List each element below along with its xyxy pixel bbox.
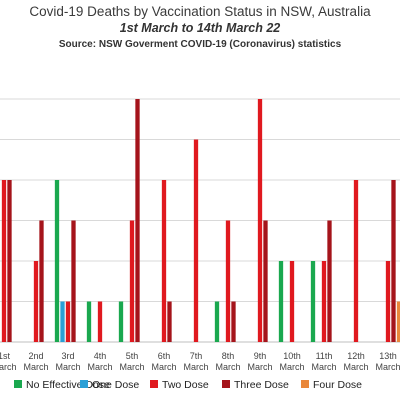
chart-source: Source: NSW Goverment COVID-19 (Coronavi… bbox=[58, 39, 342, 50]
bar-three-dose-2 bbox=[39, 220, 44, 342]
x-tick-label: March bbox=[375, 362, 400, 372]
x-tick-label: 6th bbox=[158, 351, 171, 361]
x-tick-label: 2nd bbox=[28, 351, 43, 361]
x-tick-label: 3rd bbox=[61, 351, 74, 361]
x-tick-label: March bbox=[279, 362, 304, 372]
x-tick-label: March bbox=[55, 362, 80, 372]
bar-two-dose-10 bbox=[289, 261, 295, 342]
chart-subtitle: 1st March to 14th March 22 bbox=[119, 21, 281, 35]
x-tick-label: 10th bbox=[283, 351, 301, 361]
x-tick-label: March bbox=[0, 362, 17, 372]
bar-two-dose-1 bbox=[1, 180, 7, 342]
bar-no-effective-dose-11 bbox=[310, 261, 316, 342]
legend-item-no-effective-dose: No Effective Dose bbox=[14, 379, 110, 391]
bar-no-effective-dose-4 bbox=[86, 301, 92, 342]
x-tick-label: 5th bbox=[126, 351, 139, 361]
bar-two-dose-6 bbox=[161, 180, 167, 342]
legend-swatch bbox=[80, 380, 88, 388]
legend-swatch bbox=[14, 380, 22, 388]
legend-label: One Dose bbox=[92, 379, 140, 391]
x-tick-label: March bbox=[87, 362, 112, 372]
bar-no-effective-dose-8 bbox=[214, 301, 220, 342]
chart-legend: No Effective Dose One Dose Two Dose Three D… bbox=[0, 379, 400, 393]
chart-title: Covid-19 Deaths by Vaccination Status in… bbox=[29, 4, 371, 19]
x-tick-label: March bbox=[183, 362, 208, 372]
x-tick-label: March bbox=[215, 362, 240, 372]
bar-no-effective-dose-5 bbox=[118, 301, 124, 342]
legend-item-four-dose: Four Dose bbox=[301, 379, 362, 391]
x-tick-label: March bbox=[343, 362, 368, 372]
legend-swatch bbox=[301, 380, 309, 388]
bar-two-dose-11 bbox=[321, 261, 327, 342]
x-tick-label: 13th bbox=[379, 351, 397, 361]
bar-three-dose-6 bbox=[167, 301, 172, 342]
bar-two-dose-7 bbox=[193, 139, 199, 342]
x-tick-label: 9th bbox=[254, 351, 267, 361]
bar-three-dose-5 bbox=[135, 99, 140, 342]
x-tick-label: 4th bbox=[94, 351, 107, 361]
legend-item-two-dose: Two Dose bbox=[150, 379, 209, 391]
bar-two-dose-2 bbox=[33, 261, 39, 342]
x-tick-label: 8th bbox=[222, 351, 235, 361]
x-tick-label: 11th bbox=[316, 351, 333, 361]
x-tick-label: March bbox=[119, 362, 144, 372]
bar-two-dose-4 bbox=[97, 301, 103, 342]
bar-three-dose-3 bbox=[71, 220, 76, 342]
legend-swatch bbox=[222, 380, 230, 388]
bar-two-dose-12 bbox=[353, 180, 359, 342]
legend-swatch bbox=[150, 380, 158, 388]
bar-two-dose-8 bbox=[225, 220, 231, 342]
bar-two-dose-9 bbox=[257, 99, 263, 342]
x-tick-label: March bbox=[247, 362, 272, 372]
legend-label: Four Dose bbox=[313, 379, 363, 391]
x-tick-label: March bbox=[311, 362, 336, 372]
x-tick-label: 1st bbox=[0, 351, 10, 361]
x-tick-label: 12th bbox=[347, 351, 365, 361]
x-tick-label: March bbox=[23, 362, 48, 372]
bar-two-dose-3 bbox=[65, 301, 71, 342]
bar-no-effective-dose-3 bbox=[54, 180, 60, 342]
bar-two-dose-13 bbox=[385, 261, 391, 342]
bar-four-dose-13 bbox=[396, 301, 400, 342]
bar-one-dose-3 bbox=[60, 301, 65, 342]
legend-label: Two Dose bbox=[162, 379, 209, 391]
bar-two-dose-5 bbox=[129, 220, 135, 342]
bar-three-dose-1 bbox=[7, 180, 12, 342]
bar-no-effective-dose-10 bbox=[278, 261, 284, 342]
bar-three-dose-13 bbox=[391, 180, 396, 342]
legend-label: No Effective Dose bbox=[26, 379, 110, 391]
x-tick-label: 7th bbox=[190, 351, 203, 361]
bar-three-dose-11 bbox=[327, 220, 332, 342]
legend-item-one-dose: One Dose bbox=[80, 379, 139, 391]
legend-label: Three Dose bbox=[234, 379, 289, 391]
bar-three-dose-9 bbox=[263, 220, 268, 342]
bar-three-dose-8 bbox=[231, 301, 236, 342]
x-tick-label: March bbox=[151, 362, 176, 372]
legend-item-three-dose: Three Dose bbox=[222, 379, 289, 391]
